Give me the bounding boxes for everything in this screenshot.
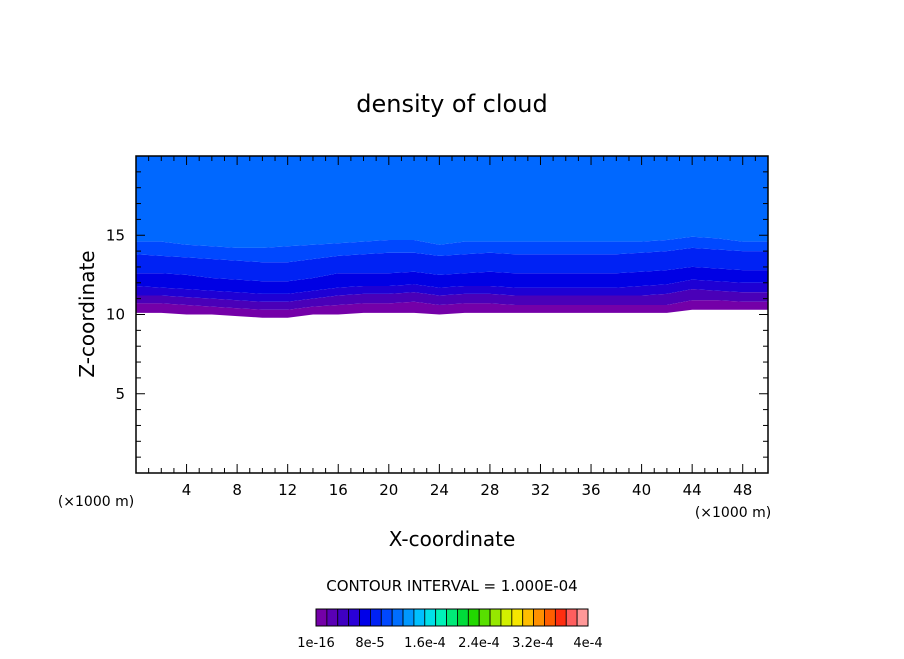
x-tick-label: 36 [581,481,600,499]
contour-band-4 [136,266,768,294]
colorbar-frame [315,608,589,627]
y-tick-label: 5 [115,385,125,403]
colorbar-swatch [402,608,415,627]
colorbar-swatch [446,608,458,627]
contour-layers [136,156,768,318]
colorbar-swatch [478,608,491,627]
x-axis-unit-left: (×1000 m) [58,494,134,510]
colorbar-swatch [544,608,556,627]
colorbar-swatch [337,608,350,627]
colorbar-label: 2.4e-4 [458,636,500,651]
contour-band-3 [136,279,768,302]
colorbar-swatch [511,608,524,627]
colorbar-label: 8e-5 [355,636,384,651]
colorbar-swatch [467,608,480,627]
colorbar-label: 4e-4 [573,636,602,651]
colorbar-swatch [435,608,447,627]
chart-title: density of cloud [356,90,547,118]
colorbar-swatch [554,608,567,627]
x-tick-label: 32 [531,481,550,499]
colorbar-labels: 1e-16 8e-5 1.6e-4 2.4e-4 3.2e-4 4e-4 [297,636,602,651]
colorbar-swatch [457,608,469,627]
colorbar-swatch [391,608,404,627]
colorbar-swatch [500,608,513,627]
contour-interval: CONTOUR INTERVAL = 1.000E-04 [326,577,577,595]
colorbar [315,608,589,627]
x-axis-ticks: 4 8 12 16 20 24 28 32 36 40 44 48 [148,156,756,499]
x-tick-label: 12 [278,481,297,499]
colorbar-label: 1e-16 [297,636,335,651]
x-tick-label: 48 [733,481,752,499]
cloud-upper-region [136,156,768,248]
y-axis-ticks: 5 10 15 [106,171,768,458]
colorbar-swatch [380,608,393,627]
colorbar-swatch [576,608,589,627]
x-tick-label: 24 [430,481,449,499]
x-tick-label: 8 [232,481,242,499]
colorbar-swatch [489,608,502,627]
colorbar-swatch [522,608,534,627]
x-axis-unit-right: (×1000 m) [695,505,771,521]
x-tick-label: 44 [683,481,702,499]
y-axis-label: Z-coordinate [75,250,99,377]
x-tick-label: 4 [182,481,192,499]
x-tick-label: 40 [632,481,651,499]
contour-band-1 [136,300,768,318]
x-tick-label: 20 [379,481,398,499]
colorbar-swatch [315,608,328,627]
colorbar-label: 3.2e-4 [512,636,554,651]
colorbar-swatch [348,608,360,627]
y-tick-label: 15 [106,226,125,244]
colorbar-swatch [424,608,437,627]
colorbar-swatch [565,608,578,627]
x-tick-label: 28 [480,481,499,499]
colorbar-swatch [359,608,371,627]
colorbar-swatch [369,608,382,627]
y-tick-label: 10 [106,306,125,324]
contour-band-2 [136,289,768,310]
x-tick-label: 16 [329,481,348,499]
colorbar-swatch [326,608,339,627]
contour-band-5 [136,247,768,282]
colorbar-label: 1.6e-4 [404,636,446,651]
colorbar-swatch [413,608,426,627]
x-axis-label: X-coordinate [389,527,516,551]
colorbar-swatch [533,608,545,627]
contour-band-6 [136,236,768,263]
